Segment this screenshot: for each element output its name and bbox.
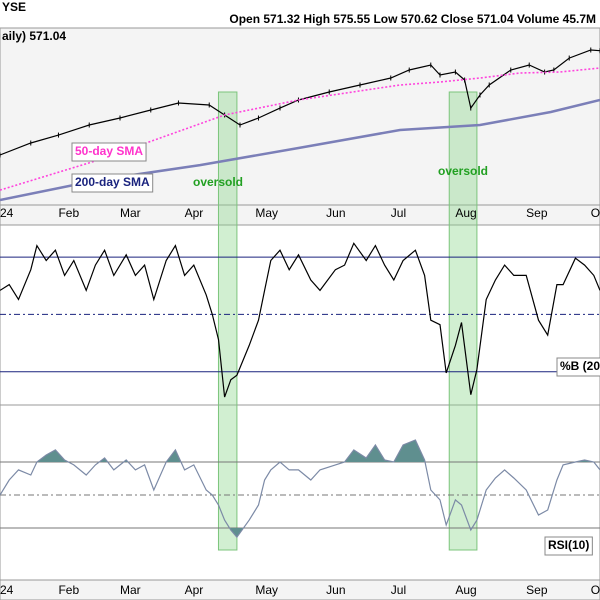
x-tick-label: Apr	[185, 206, 204, 220]
label-box	[544, 536, 593, 556]
series-label: %B (20	[560, 359, 600, 373]
series-label: RSI(10)	[548, 538, 589, 552]
x-tick-label: 24	[0, 206, 14, 220]
label-box	[71, 142, 147, 162]
x-tick-label: Sep	[526, 206, 548, 220]
annotation: oversold	[193, 175, 243, 189]
x-tick-label: Aug	[455, 206, 476, 220]
series-line	[0, 67, 600, 191]
x-tick-label: May	[255, 583, 278, 597]
x-axis-strip	[0, 204, 600, 226]
x-tick-label: 24	[0, 583, 14, 597]
x-tick-label: May	[255, 206, 278, 220]
series-label: 50-day SMA	[75, 144, 143, 158]
x-tick-label: Mar	[120, 206, 141, 220]
x-tick-label: Aug	[455, 583, 476, 597]
header-bg	[0, 0, 600, 28]
x-tick-label: Apr	[185, 583, 204, 597]
x-tick-label: Jun	[326, 583, 345, 597]
highlight-region	[448, 91, 478, 551]
annotation: oversold	[438, 164, 488, 178]
label-box	[71, 173, 154, 193]
rsi-panel	[0, 404, 600, 581]
x-tick-label: Jul	[391, 206, 406, 220]
quote: Open 571.32 High 575.55 Low 570.62 Close…	[229, 12, 596, 26]
pctb-panel	[0, 224, 600, 406]
series-line	[0, 242, 600, 398]
rsi-fill	[36, 440, 594, 462]
x-tick-label: Mar	[120, 583, 141, 597]
exchange-label: YSE	[2, 0, 26, 14]
x-tick-label: Jul	[391, 583, 406, 597]
x-tick-label: Feb	[58, 583, 79, 597]
x-tick-label: Sep	[526, 583, 548, 597]
label-box	[556, 357, 600, 377]
x-tick-label: Feb	[58, 206, 79, 220]
series-label: aily) 571.04	[2, 29, 66, 43]
x-tick-label: Jun	[326, 206, 345, 220]
x-tick-label: O	[591, 206, 600, 220]
x-tick-label: O	[591, 583, 600, 597]
series-line	[0, 439, 600, 539]
x-axis-strip	[0, 579, 600, 600]
highlight-region	[217, 91, 238, 551]
series-label: 200-day SMA	[75, 175, 150, 189]
